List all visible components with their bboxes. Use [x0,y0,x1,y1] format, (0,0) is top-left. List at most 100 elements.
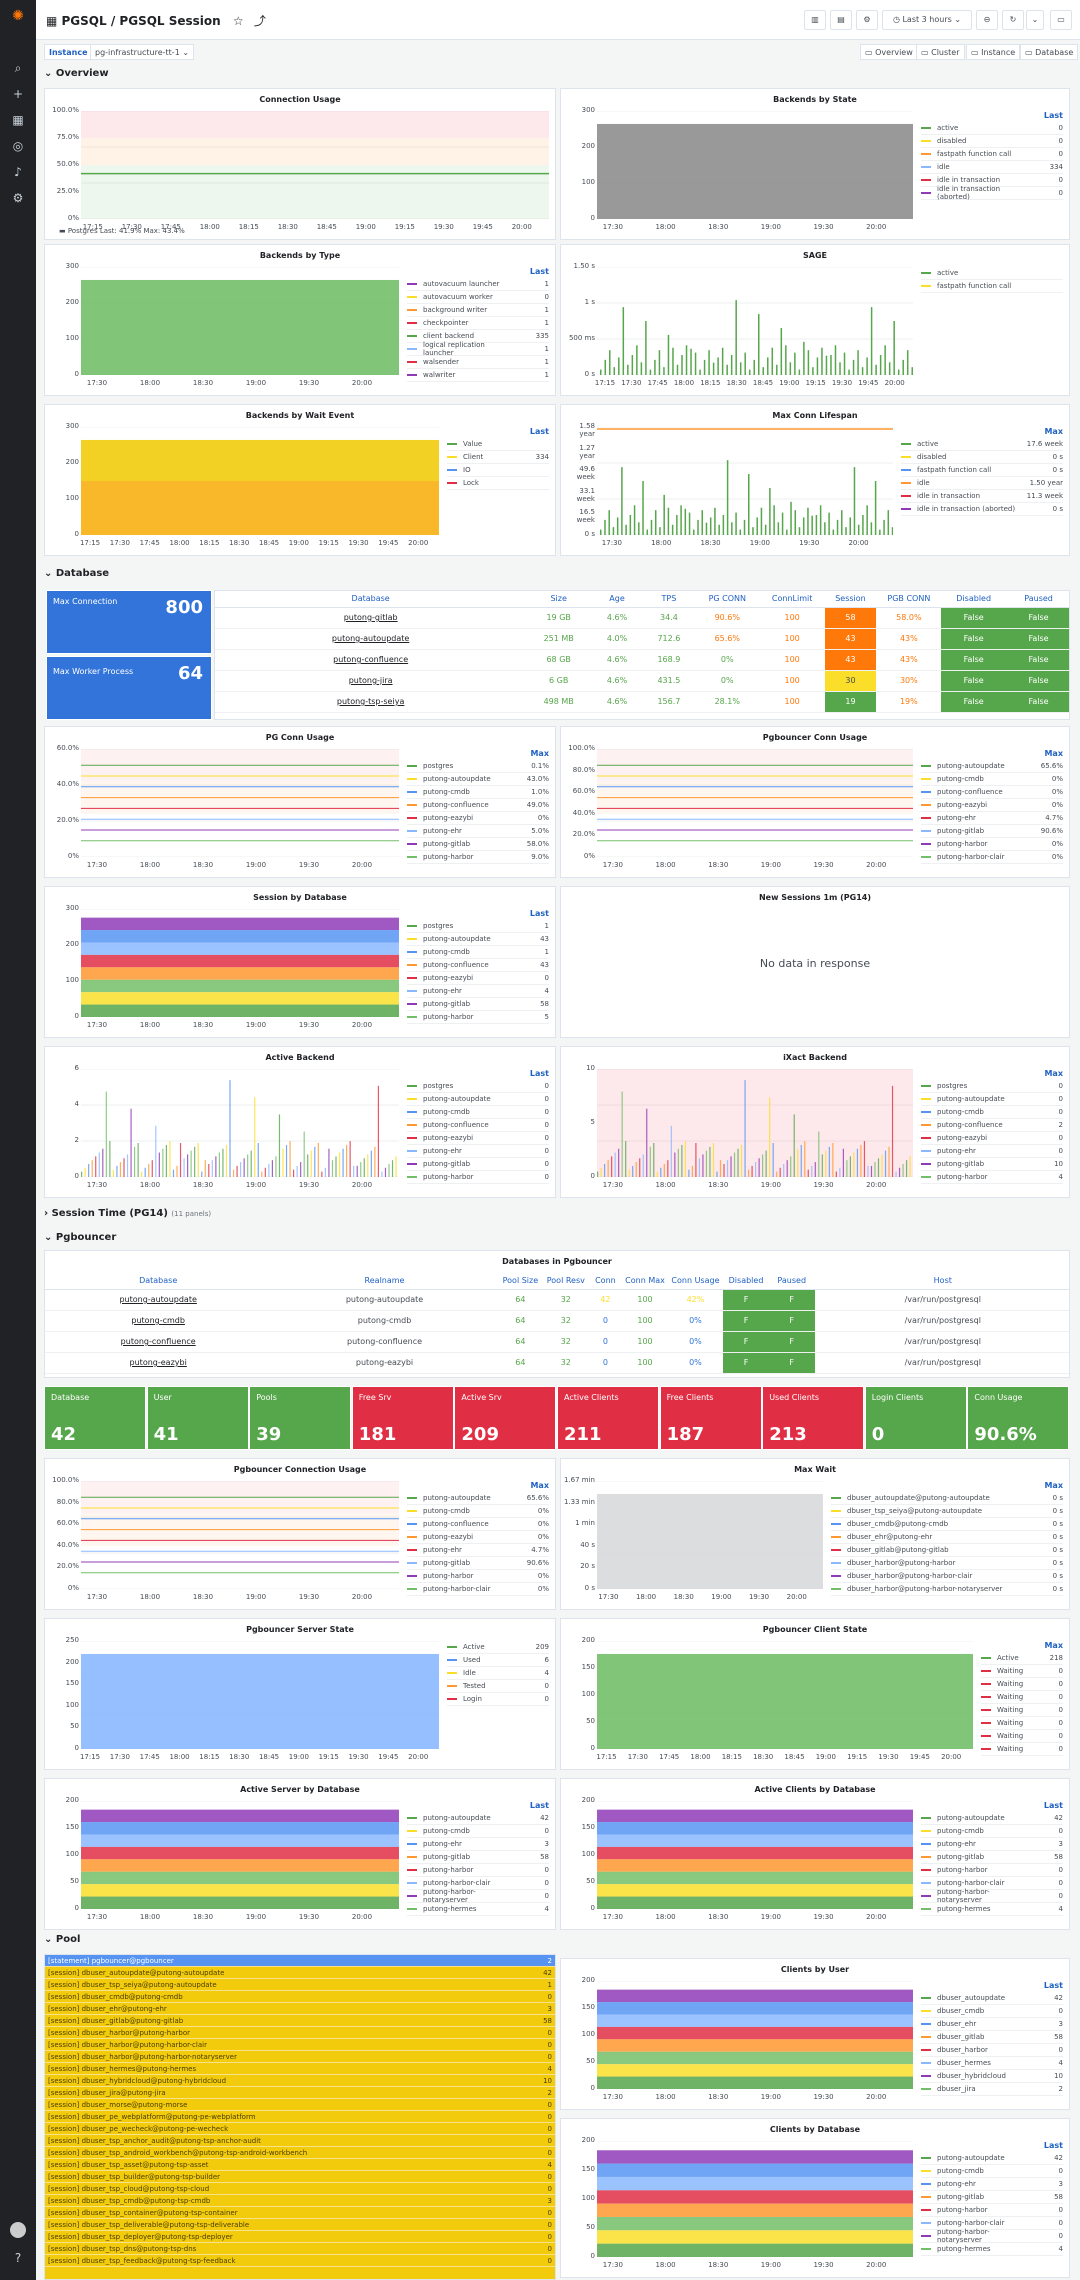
legend-item[interactable]: putong-autoupdate 42 [407,1812,549,1825]
legend-item[interactable]: Waiting 0 [981,1730,1063,1743]
legend-item[interactable]: putong-ehr 4 [407,985,549,998]
legend-header[interactable]: Max [1044,1641,1063,1650]
legend-item[interactable]: active 17.6 week [901,438,1063,451]
database-link[interactable]: putong-cmdb [45,1310,272,1332]
legend-item[interactable]: fastpath function call 0 [921,148,1063,161]
legend-item[interactable]: putong-autoupdate 0 [407,1093,549,1106]
column-header[interactable]: PG CONN [694,591,760,608]
legend-item[interactable]: putong-harbor 0 [407,1864,549,1877]
pool-list-item[interactable]: [session] dbuser_tsp_container@putong-ts… [45,2207,555,2219]
legend-item[interactable]: Waiting 0 [981,1691,1063,1704]
legend-item[interactable]: dbuser_tsp_seiya@putong-autoupdate 0 s [831,1505,1063,1518]
legend-item[interactable]: disabled 0 s [901,451,1063,464]
panel-title[interactable]: Backends by Wait Event [245,411,355,420]
pool-list-item[interactable]: [session] dbuser_tsp_dns@putong-tsp-dns 0 [45,2243,555,2255]
help-icon[interactable]: ? [14,2251,22,2265]
column-header[interactable]: Disabled [941,591,1007,608]
database-link[interactable]: putong-autoupdate [215,628,527,650]
avatar[interactable] [10,2222,26,2238]
pool-list-item[interactable]: [statement] pgbouncer@pgbouncer 2 [45,1955,555,1967]
legend-item[interactable]: dbuser_gitlab@putong-gitlab 0 s [831,1544,1063,1557]
legend-item[interactable]: putong-ehr 3 [921,2178,1063,2191]
legend-header[interactable]: Max [1044,427,1063,436]
legend-item[interactable]: logical replication launcher 1 [407,341,549,357]
legend-item[interactable]: putong-eazybi 0 [921,1132,1063,1145]
save-icon[interactable]: ▤ [830,10,852,30]
legend-item[interactable]: walsender 1 [407,356,549,369]
legend-item[interactable]: Waiting 0 [981,1717,1063,1730]
legend-item[interactable]: Waiting 0 [981,1665,1063,1678]
legend-item[interactable]: putong-confluence 0 [407,1119,549,1132]
time-picker[interactable]: ◷ Last 3 hours ⌄ [882,10,972,30]
panel-title[interactable]: Connection Usage [259,95,341,104]
pool-list-item[interactable]: [session] dbuser_tsp_builder@putong-tsp-… [45,2171,555,2183]
legend-item[interactable]: putong-eazybi 0% [407,812,549,825]
legend-item[interactable]: dbuser_harbor 0 [921,2044,1063,2057]
column-header[interactable]: Realname [271,1273,498,1290]
legend-header[interactable]: Max [1044,1069,1063,1078]
legend-item[interactable]: idle in transaction (aborted) 0 s [901,503,1063,516]
pool-list-item[interactable]: [session] dbuser_tsp_anchor_audit@putong… [45,2135,555,2147]
legend-item[interactable]: putong-ehr 4.7% [407,1544,549,1557]
panel-title[interactable]: Max Conn Lifespan [772,411,858,420]
column-header[interactable]: Database [215,591,527,608]
column-header[interactable]: Age [591,591,643,608]
legend-item[interactable]: idle in transaction 0 [921,174,1063,187]
column-header[interactable]: PGB CONN [876,591,942,608]
column-header[interactable]: Paused [1006,591,1069,608]
panel-title[interactable]: Backends by State [773,95,857,104]
legend-item[interactable]: putong-harbor 4 [921,1171,1063,1184]
legend-item[interactable]: putong-harbor-clair 0 [407,1877,549,1890]
legend-item[interactable]: putong-eazybi 0% [407,1531,549,1544]
panel-title[interactable]: iXact Backend [783,1053,847,1062]
pool-list-item[interactable]: [session] dbuser_harbor@putong-harbor-no… [45,2051,555,2063]
legend-item[interactable]: putong-autoupdate 0 [921,1093,1063,1106]
pool-list-item[interactable]: [session] dbuser_tsp_asset@putong-tsp-as… [45,2159,555,2171]
legend-item[interactable]: client backend 335 [407,330,549,343]
legend-item[interactable]: putong-cmdb 1.0% [407,786,549,799]
legend-item[interactable]: putong-harbor 0% [921,838,1063,851]
pool-list-item[interactable]: [session] dbuser_tsp_cloud@putong-tsp-cl… [45,2183,555,2195]
legend-item[interactable]: putong-gitlab 0 [407,1158,549,1171]
legend-header[interactable]: Last [1043,1981,1063,1990]
legend-item[interactable]: putong-harbor-notaryserver 0 [921,1888,1063,1904]
legend-item[interactable]: active [921,267,1063,280]
legend-item[interactable]: putong-autoupdate 42 [921,2152,1063,2165]
add-panel-icon[interactable]: ▥ [804,10,826,30]
breadcrumb-folder[interactable]: PGSQL [61,14,107,28]
legend-item[interactable]: dbuser_ehr@putong-ehr 0 s [831,1531,1063,1544]
legend-item[interactable]: putong-gitlab 10 [921,1158,1063,1171]
panel-title[interactable]: Session by Database [253,893,347,902]
panel-title[interactable]: PG Conn Usage [265,733,335,742]
panel-title[interactable]: Active Server by Database [240,1785,360,1794]
legend-item[interactable]: idle in transaction (aborted) 0 [921,185,1063,201]
tv-mode-icon[interactable]: ▭ [1050,10,1072,30]
column-header[interactable]: Pool Size [497,1273,544,1290]
legend-item[interactable]: putong-eazybi 0 [407,1132,549,1145]
pool-list-item[interactable]: [session] dbuser_tsp_android_workbench@p… [45,2147,555,2159]
legend-item[interactable]: Active 209 [447,1641,549,1654]
pool-list-item[interactable]: [session] dbuser_cmdb@putong-cmdb 0 [45,1991,555,2003]
column-header[interactable]: Paused [768,1273,815,1290]
legend-item[interactable]: Active 218 [981,1652,1063,1665]
legend-item[interactable]: putong-ehr 5.0% [407,825,549,838]
legend-item[interactable]: dbuser_harbor@putong-harbor-notaryserver… [831,1583,1063,1596]
legend-item[interactable]: autovacuum worker 0 [407,291,549,304]
legend-item[interactable]: putong-cmdb 0% [921,773,1063,786]
refresh-interval-dropdown[interactable]: ⌄ [1026,10,1044,30]
legend-header[interactable]: Last [1043,111,1063,120]
legend-header[interactable]: Last [529,1801,549,1810]
legend-item[interactable]: putong-harbor-clair 0 [921,1877,1063,1890]
refresh-icon[interactable]: ↻ [1002,10,1024,30]
panel-title[interactable]: Clients by User [780,1965,850,1974]
legend-item[interactable]: putong-harbor 5 [407,1011,549,1024]
panel-title[interactable]: Pgbouncer Server State [246,1625,354,1634]
pool-list-item[interactable]: [session] dbuser_ehr@putong-ehr 3 [45,2003,555,2015]
legend-item[interactable]: putong-autoupdate 65.6% [407,1492,549,1505]
legend-item[interactable]: Value [447,438,549,451]
legend-item[interactable]: putong-hermes 4 [921,1903,1063,1916]
dashboard-title[interactable]: PGSQL Session [119,14,221,28]
panel-title[interactable]: New Sessions 1m (PG14) [758,893,872,902]
legend-item[interactable]: putong-ehr 3 [921,1838,1063,1851]
legend-item[interactable]: checkpointer 1 [407,317,549,330]
